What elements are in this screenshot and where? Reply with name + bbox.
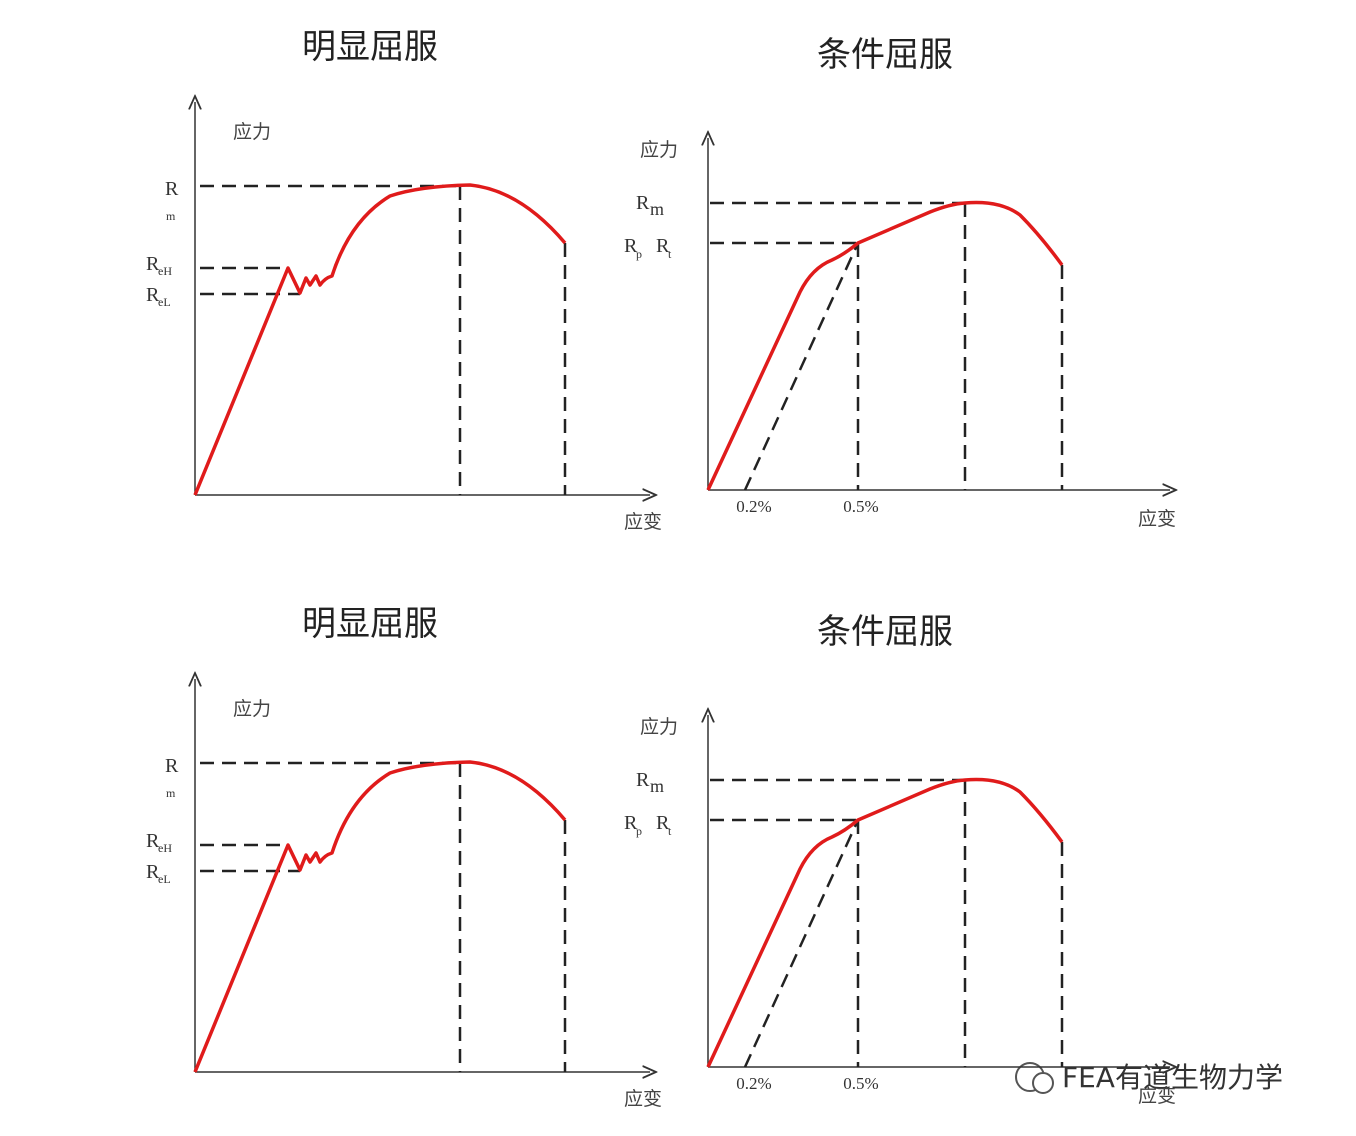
label: R [656,812,670,834]
curve [193,183,567,496]
y-axis-label: 应力 [233,698,271,720]
y-axis-label: 应力 [233,121,271,143]
label-sub: m [650,776,664,796]
curve [706,200,1064,491]
label-sub: eL [158,295,171,309]
label: R [656,235,670,257]
x-axis-label: 应变 [1138,508,1176,530]
label: R [624,235,638,257]
dashed-line [200,761,567,1072]
y-axis-label: 应力 [640,716,678,738]
x-axis-label: 应变 [1138,1085,1176,1107]
strain-tick: 0.2% [736,1074,771,1093]
dashed-line [710,201,1064,491]
label: R [146,861,160,883]
panel-title: 明显屈服 [302,27,438,67]
panel-title: 条件屈服 [817,612,953,652]
strain-tick: 0.5% [843,1074,878,1093]
label: R [636,769,650,791]
label: R [624,812,638,834]
strain-tick: 0.5% [843,497,878,516]
y-axis-label: 应力 [640,139,678,161]
dashed-line [200,184,567,495]
curve [193,760,567,1073]
label: R [146,253,160,275]
label-sub: m [650,199,664,219]
label: R [146,830,160,852]
label-sub: m [166,786,176,800]
x-axis-label: 应变 [624,511,662,533]
label-sub: p [636,247,642,261]
label-sub: t [668,824,672,838]
label-sub: p [636,824,642,838]
dashed-line [710,778,1064,1068]
label: R [146,284,160,306]
panel-title: 条件屈服 [817,35,953,75]
label-sub: eH [158,841,172,855]
x-axis-label: 应变 [624,1088,662,1110]
label-sub: t [668,247,672,261]
panel-title: 明显屈服 [302,604,438,644]
label: R [165,755,179,777]
label-sub: m [166,209,176,223]
label: R [636,192,650,214]
label-sub: eH [158,264,172,278]
curve [706,777,1064,1068]
strain-tick: 0.2% [736,497,771,516]
label-sub: eL [158,872,171,886]
label: R [165,178,179,200]
